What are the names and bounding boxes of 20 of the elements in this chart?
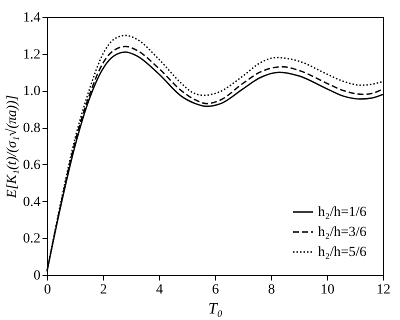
legend-label: h₂/h=1/6: [318, 205, 367, 220]
x-tick-label: 4: [156, 282, 163, 298]
x-tick-label: 2: [100, 282, 107, 298]
y-axis-title: E[K₁(t)/(σ₁√(πa))]: [4, 95, 20, 199]
y-tick-label: 0.6: [23, 158, 40, 173]
y-tick-label: 0.2: [23, 232, 40, 247]
y-tick-label: 0: [34, 268, 40, 284]
y-tick-label: 1.4: [23, 10, 40, 26]
x-tick-label: 10: [320, 282, 334, 298]
y-tick-label: 0.4: [23, 194, 40, 210]
x-tick-label: 6: [212, 282, 219, 298]
x-axis-title: T₀: [208, 300, 223, 318]
x-tick-label: 0: [44, 282, 51, 298]
legend-label: h₂/h=5/6: [318, 245, 367, 260]
x-tick-label: 8: [268, 282, 275, 298]
y-tick-label: 0.8: [23, 121, 40, 136]
y-tick-label: 1.2: [23, 47, 40, 62]
x-tick-label: 12: [376, 282, 390, 298]
legend-label: h₂/h=3/6: [318, 225, 367, 240]
y-tick-label: 1.0: [23, 84, 40, 100]
